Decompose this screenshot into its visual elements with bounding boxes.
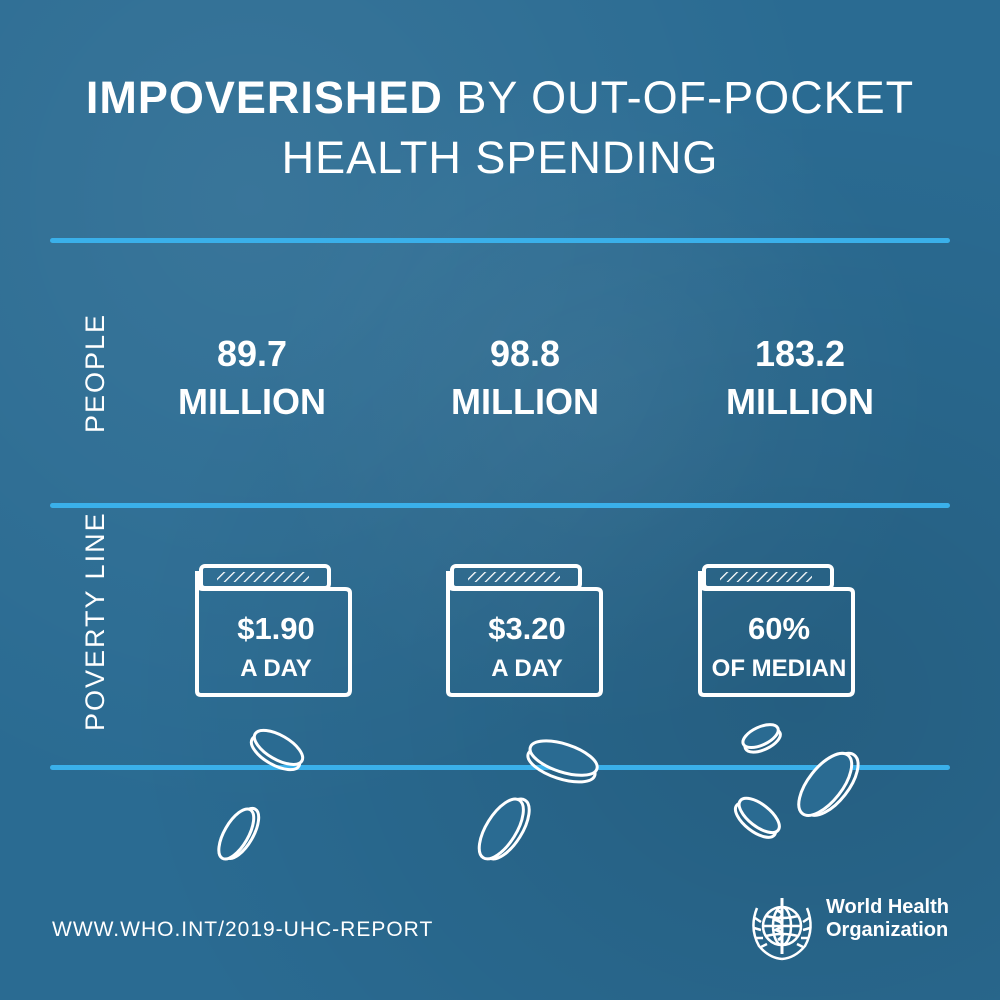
poverty-line-3-period: OF MEDIAN xyxy=(711,655,847,682)
wallet-icon xyxy=(446,564,603,697)
poverty-line-1-amount: $1.90 xyxy=(237,611,315,646)
who-name-line-1: World Health xyxy=(826,896,949,918)
wallet-3: 60% OF MEDIAN xyxy=(696,563,866,703)
coin-icon xyxy=(217,806,261,861)
people-stat-3-number: 183.2 xyxy=(754,333,846,374)
people-row-label: PEOPLE xyxy=(80,312,110,434)
coin-icon xyxy=(526,739,599,784)
divider-middle xyxy=(50,503,950,508)
coin-icon xyxy=(741,723,782,754)
poverty-line-2-amount: $3.20 xyxy=(488,611,566,646)
divider-top xyxy=(50,238,950,243)
wallet-icon xyxy=(698,564,855,697)
coin-icon xyxy=(797,751,860,817)
title-line-2: HEALTH SPENDING xyxy=(281,132,719,183)
poverty-line-2-period: A DAY xyxy=(491,655,563,682)
poverty-line-1: $1.90 A DAY xyxy=(201,609,351,689)
coin-icon xyxy=(249,728,305,772)
coin-icon xyxy=(477,797,531,861)
people-stat-1-number: 89.7 xyxy=(216,333,288,374)
who-name-line-2: Organization xyxy=(826,919,949,941)
title-line-1: IMPOVERISHED BY OUT-OF-POCKET xyxy=(0,68,1000,128)
wallet-2: $3.20 A DAY xyxy=(444,563,614,703)
title-emphasis: IMPOVERISHED xyxy=(85,72,443,123)
people-stat-2-unit: MILLION xyxy=(451,381,599,422)
report-url: WWW.WHO.INT/2019-UHC-REPORT xyxy=(52,918,434,941)
people-stat-3-unit: MILLION xyxy=(726,381,874,422)
who-emblem-icon xyxy=(752,898,812,961)
who-organization-name: World Health Organization xyxy=(826,896,949,942)
people-stat-1-unit: MILLION xyxy=(178,381,326,422)
people-stat-1: 89.7 MILLION xyxy=(132,330,372,426)
title-line-1-rest: BY OUT-OF-POCKET xyxy=(456,72,915,123)
poverty-line-1-period: A DAY xyxy=(240,655,312,682)
people-stat-2: 98.8 MILLION xyxy=(405,330,645,426)
poverty-line-3: 60% OF MEDIAN xyxy=(704,609,854,689)
poverty-line-3-amount: 60% xyxy=(747,611,811,646)
divider-bottom xyxy=(50,765,950,770)
wallet-1: $1.90 A DAY xyxy=(193,563,363,703)
wallet-icon xyxy=(195,564,352,697)
coin-icon xyxy=(733,796,781,839)
people-stat-3: 183.2 MILLION xyxy=(680,330,920,426)
poverty-line-row-label: POVERTY LINE xyxy=(80,511,110,731)
poverty-line-2: $3.20 A DAY xyxy=(452,609,602,689)
people-stat-2-number: 98.8 xyxy=(489,333,561,374)
